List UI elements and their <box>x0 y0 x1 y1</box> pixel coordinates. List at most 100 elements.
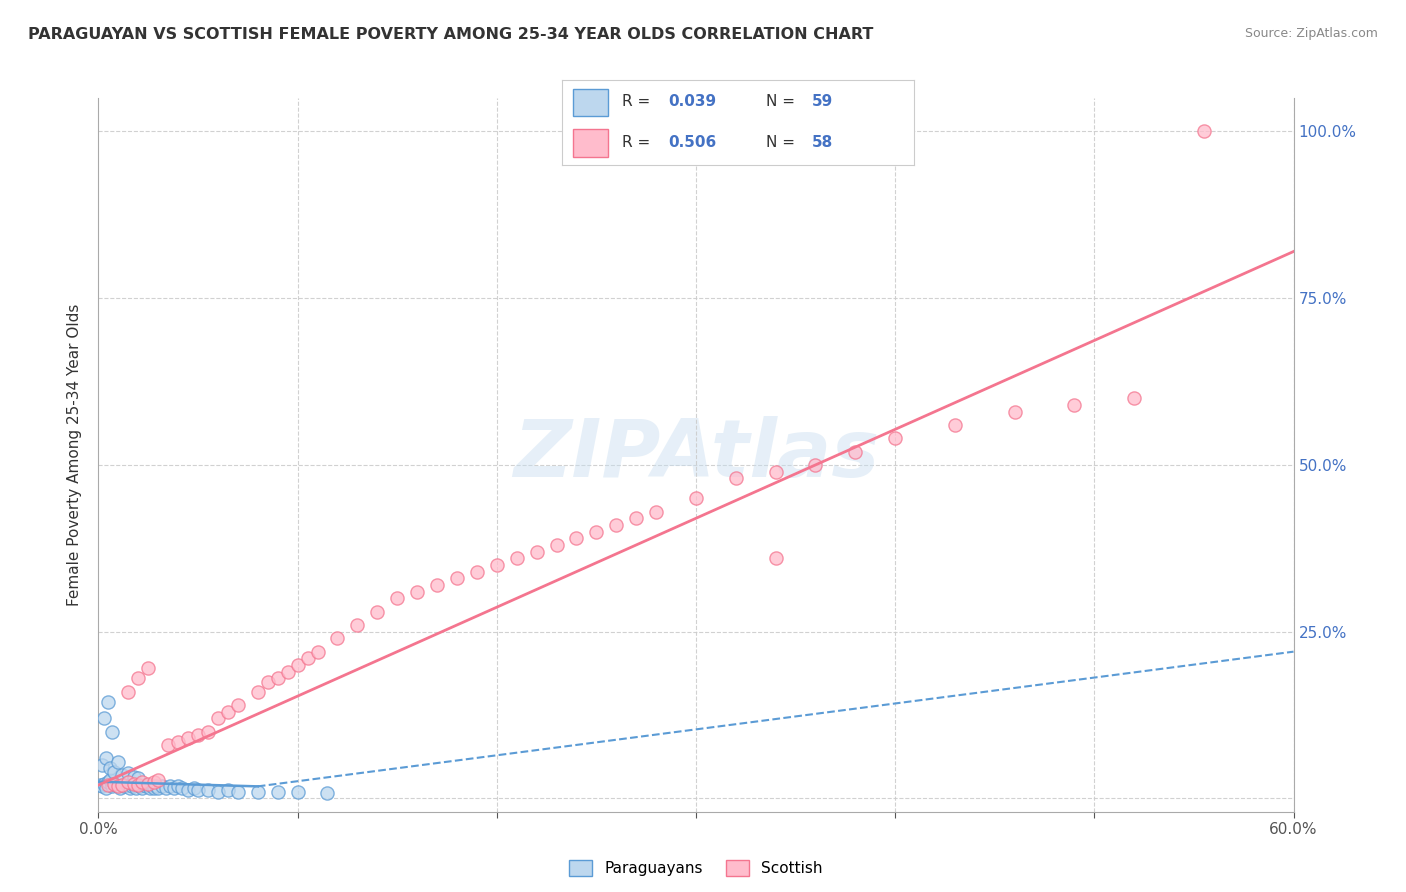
Point <box>91 780 114 794</box>
Point <box>346 618 368 632</box>
Point <box>97 695 120 709</box>
Point <box>197 724 219 739</box>
Point <box>446 571 468 585</box>
Point <box>135 780 157 794</box>
Point <box>136 777 159 791</box>
Text: PARAGUAYAN VS SCOTTISH FEMALE POVERTY AMONG 25-34 YEAR OLDS CORRELATION CHART: PARAGUAYAN VS SCOTTISH FEMALE POVERTY AM… <box>28 27 873 42</box>
Point <box>148 772 170 787</box>
Point <box>366 605 388 619</box>
Point <box>121 780 143 794</box>
Point <box>101 780 124 794</box>
Point <box>526 544 548 558</box>
Point <box>103 777 125 791</box>
Point <box>150 780 173 794</box>
Text: 59: 59 <box>813 95 834 110</box>
Point <box>124 778 146 792</box>
Point <box>117 778 139 792</box>
Point <box>111 778 134 792</box>
Point <box>1004 404 1026 418</box>
Point <box>111 768 134 782</box>
Point <box>148 781 170 796</box>
Point <box>101 724 124 739</box>
Point <box>136 778 159 792</box>
Point <box>256 674 278 689</box>
Point <box>506 551 529 566</box>
Point <box>177 731 200 746</box>
Point <box>326 632 349 646</box>
Point <box>246 684 269 698</box>
Point <box>884 431 907 445</box>
Point <box>131 781 153 796</box>
Point <box>159 780 181 794</box>
Text: ZIPAtlas: ZIPAtlas <box>513 416 879 494</box>
Point <box>385 591 409 606</box>
Text: 0.039: 0.039 <box>668 95 716 110</box>
Point <box>316 786 339 800</box>
Point <box>167 734 190 748</box>
Point <box>465 565 488 579</box>
Point <box>297 651 319 665</box>
Point <box>187 783 209 797</box>
Point <box>172 781 194 796</box>
Point <box>145 780 167 794</box>
Point <box>485 558 508 572</box>
Point <box>645 505 668 519</box>
Point <box>141 780 163 794</box>
Point <box>117 684 139 698</box>
Point <box>226 785 249 799</box>
Point <box>197 783 219 797</box>
FancyBboxPatch shape <box>574 129 609 157</box>
Point <box>1123 391 1146 405</box>
Point <box>546 538 568 552</box>
Point <box>112 780 135 794</box>
Legend: Paraguayans, Scottish: Paraguayans, Scottish <box>564 855 828 882</box>
Point <box>287 658 309 673</box>
Point <box>287 785 309 799</box>
Point <box>585 524 607 539</box>
Point <box>127 778 149 792</box>
Point <box>139 781 162 796</box>
Point <box>804 458 827 472</box>
Point <box>207 785 229 799</box>
Point <box>103 777 125 791</box>
Point <box>93 777 115 791</box>
Point <box>765 551 787 566</box>
Point <box>246 785 269 799</box>
Point <box>943 417 966 432</box>
Point <box>93 711 115 725</box>
Point <box>97 778 120 792</box>
Point <box>187 728 209 742</box>
Point <box>100 761 122 775</box>
Point <box>111 778 134 792</box>
Point <box>131 774 153 789</box>
Point <box>163 781 186 796</box>
Text: 0.506: 0.506 <box>668 135 716 150</box>
Y-axis label: Female Poverty Among 25-34 Year Olds: Female Poverty Among 25-34 Year Olds <box>67 304 83 606</box>
Point <box>844 444 866 458</box>
Point <box>97 774 120 789</box>
Point <box>605 518 627 533</box>
Point <box>167 780 190 794</box>
Point <box>125 781 148 796</box>
Point <box>129 780 152 794</box>
Point <box>107 755 129 769</box>
Point <box>96 751 118 765</box>
Point <box>226 698 249 712</box>
Point <box>134 778 156 792</box>
Point <box>765 465 787 479</box>
Point <box>626 511 648 525</box>
Point <box>124 777 146 791</box>
Point <box>183 781 205 796</box>
Point <box>277 665 299 679</box>
Point <box>120 781 142 796</box>
Point <box>105 778 128 792</box>
Point <box>124 770 146 784</box>
Text: N =: N = <box>766 95 800 110</box>
Point <box>1063 398 1085 412</box>
Point <box>267 671 290 685</box>
Point <box>307 645 329 659</box>
FancyBboxPatch shape <box>574 89 609 116</box>
Point <box>207 711 229 725</box>
Point <box>685 491 707 506</box>
Point <box>1192 124 1215 138</box>
